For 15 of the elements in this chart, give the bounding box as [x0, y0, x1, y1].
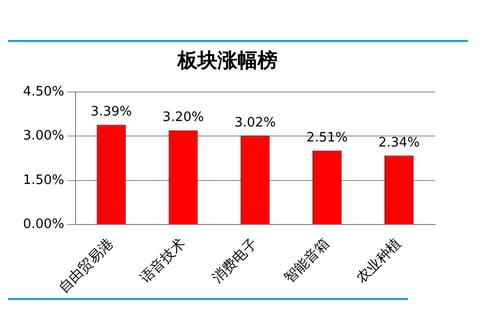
- y-tick-label: 4.50%: [22, 84, 64, 100]
- chart-title: 板块涨幅榜: [176, 48, 278, 72]
- x-tick-label: 语音技术: [138, 236, 189, 287]
- x-tick-label: 自由贸易港: [56, 236, 117, 296]
- data-label: 3.02%: [234, 115, 276, 130]
- data-label: 3.39%: [90, 104, 132, 120]
- y-tick-label: 1.50%: [22, 172, 64, 188]
- x-tick-label: 农业种植: [354, 236, 404, 287]
- data-label: 2.51%: [306, 130, 348, 146]
- data-label: 2.34%: [378, 136, 420, 151]
- y-tick-label: 0.00%: [22, 217, 64, 232]
- y-tick-label: 3.00%: [22, 128, 64, 144]
- data-label: 3.20%: [162, 110, 204, 126]
- x-tick-label: 消费电子: [210, 236, 261, 287]
- x-tick-label: 智能音箱: [282, 236, 332, 287]
